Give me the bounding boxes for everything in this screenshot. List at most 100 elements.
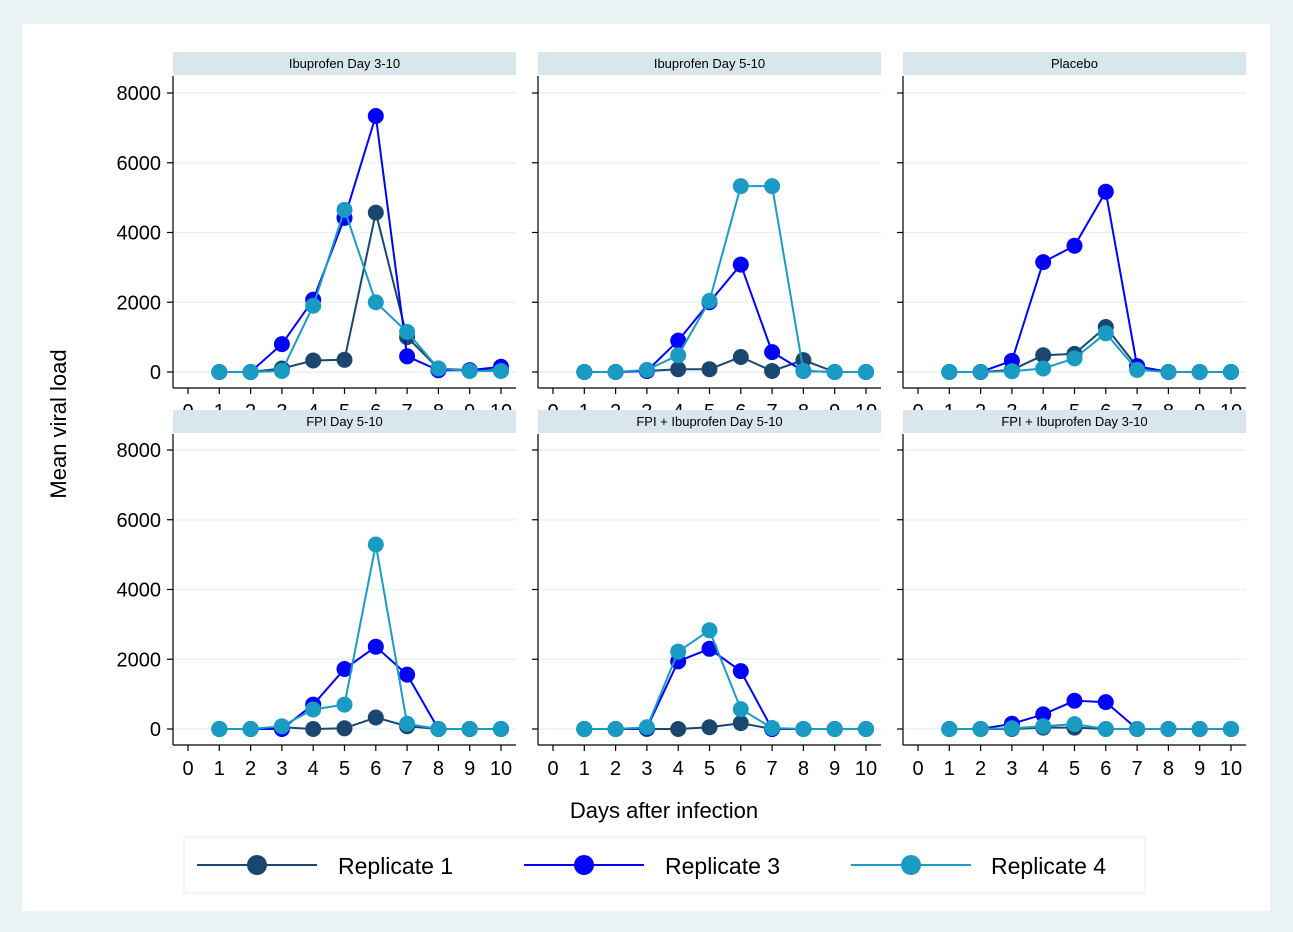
x-tick-label: 1 (214, 758, 225, 780)
x-tick-label: 8 (798, 758, 809, 780)
y-tick-label: 4000 (117, 223, 162, 245)
data-point (701, 292, 718, 309)
legend-label: Replicate 3 (665, 853, 780, 879)
data-point (732, 663, 749, 680)
panel-strip (538, 52, 881, 75)
data-point (795, 362, 812, 379)
data-point (1066, 350, 1083, 367)
data-point (701, 640, 718, 657)
x-tick-label: 3 (1006, 758, 1017, 780)
x-tick-label: 9 (464, 758, 475, 780)
data-point (941, 721, 958, 737)
series-replicate-4 (211, 201, 509, 380)
panel-title: Ibuprofen Day 5-10 (654, 56, 765, 71)
data-point (732, 715, 749, 732)
data-point (764, 344, 781, 361)
data-point (273, 362, 290, 379)
data-point (638, 361, 655, 378)
y-tick-label: 8000 (117, 83, 162, 105)
data-point (764, 719, 781, 736)
panel-strip (173, 410, 516, 433)
panel-strip (903, 52, 1246, 75)
data-point (941, 364, 958, 380)
panel-title: FPI + Ibuprofen Day 5-10 (636, 414, 782, 429)
x-tick-label: 10 (1220, 758, 1242, 780)
series-replicate-4 (576, 178, 874, 380)
data-point (1129, 721, 1146, 737)
data-point (1003, 363, 1020, 380)
data-point (305, 297, 322, 314)
x-tick-label: 3 (641, 758, 652, 780)
data-point (576, 721, 593, 737)
data-point (305, 721, 322, 737)
data-point (336, 661, 353, 678)
data-point (305, 352, 322, 369)
x-tick-label: 5 (704, 758, 715, 780)
data-point (367, 638, 384, 655)
x-tick-label: 0 (182, 758, 193, 780)
data-point (367, 294, 384, 311)
data-point (305, 701, 322, 718)
data-point (1066, 716, 1083, 733)
data-point (1035, 347, 1052, 364)
y-tick-label: 0 (150, 719, 161, 741)
y-axis-title: Mean viral load (46, 349, 71, 498)
y-tick-label: 0 (150, 362, 161, 384)
data-point (399, 323, 416, 340)
y-tick-label: 6000 (117, 153, 162, 175)
data-point (242, 721, 259, 737)
data-point (826, 721, 843, 737)
data-point (701, 622, 718, 639)
data-point (1066, 692, 1083, 709)
data-point (1035, 718, 1052, 735)
x-tick-label: 1 (579, 758, 590, 780)
legend-box (183, 836, 1146, 894)
x-tick-label: 2 (245, 758, 256, 780)
panel-strip (538, 410, 881, 433)
data-point (493, 362, 509, 379)
data-point (367, 108, 384, 125)
data-point (1097, 721, 1114, 737)
data-point (764, 178, 781, 195)
data-point (1066, 237, 1083, 254)
x-tick-label: 0 (912, 758, 923, 780)
data-point (493, 721, 509, 737)
data-point (211, 721, 228, 737)
data-point (1035, 254, 1052, 271)
x-tick-label: 10 (855, 758, 877, 780)
legend-label: Replicate 1 (338, 853, 453, 879)
panel-fpi-ibuprofen-day-3-10: FPI + Ibuprofen Day 3-10 0 1 2 3 4 5 6 7 8 9 10 (897, 410, 1246, 780)
series-replicate-4 (941, 716, 1239, 737)
panel-title: Placebo (1051, 56, 1098, 71)
data-point (1129, 361, 1146, 378)
series-line (584, 185, 866, 373)
panel-title: Ibuprofen Day 3-10 (289, 56, 400, 71)
data-point (367, 709, 384, 726)
data-point (670, 643, 687, 660)
data-point (1191, 721, 1208, 737)
x-tick-label: 0 (547, 758, 558, 780)
legend-label: Replicate 4 (991, 853, 1106, 879)
data-point (607, 364, 624, 380)
series-line (219, 206, 501, 373)
data-point (336, 351, 353, 368)
data-point (1160, 721, 1177, 737)
series-line (949, 723, 1231, 730)
series-line (219, 544, 501, 730)
data-point (972, 721, 989, 737)
legend: Replicate 1 Replicate 3 Replicate 4 (183, 836, 1146, 894)
data-point (607, 721, 624, 737)
x-tick-label: 6 (370, 758, 381, 780)
data-point (858, 721, 874, 737)
panel-placebo: Placebo012345678910 (897, 52, 1246, 423)
data-point (367, 536, 384, 553)
x-tick-label: 7 (1132, 758, 1143, 780)
series-replicate-4 (576, 622, 874, 737)
series-line (949, 331, 1231, 373)
data-point (670, 721, 687, 737)
x-tick-label: 6 (735, 758, 746, 780)
x-tick-label: 9 (1194, 758, 1205, 780)
data-point (1097, 694, 1114, 711)
y-tick-label: 8000 (117, 440, 162, 462)
data-point (576, 364, 593, 380)
